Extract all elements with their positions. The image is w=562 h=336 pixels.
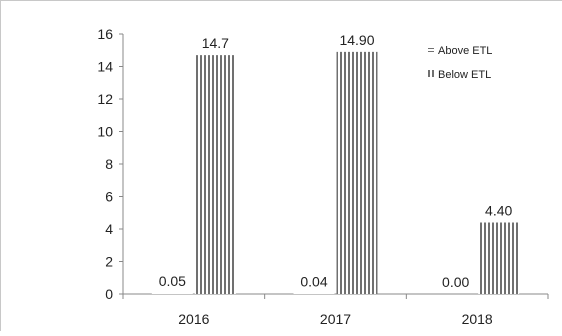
y-tick-label: 14 <box>97 59 113 75</box>
legend-label: Below ETL <box>438 69 491 81</box>
legend-label: Above ETL <box>438 45 492 57</box>
y-tick-label: 10 <box>97 124 113 140</box>
data-label: 4.40 <box>485 203 512 219</box>
y-tick-label: 12 <box>97 91 113 107</box>
x-tick-label: 2017 <box>320 311 351 327</box>
x-tick-label: 2018 <box>462 311 493 327</box>
bars <box>151 51 520 294</box>
bar-above-etl <box>293 293 335 294</box>
y-tick-label: 16 <box>97 26 113 42</box>
y-tick-label: 0 <box>105 286 113 302</box>
data-label: 14.90 <box>339 32 374 48</box>
axes: 0 2 4 6 8 10 12 14 16 2016 2017 2018 <box>97 26 549 327</box>
y-tick-label: 6 <box>105 189 113 205</box>
bar-above-etl <box>151 293 193 294</box>
bar-below-etl <box>336 51 378 294</box>
data-label: 14.7 <box>202 35 229 51</box>
data-label: 0.04 <box>300 273 327 289</box>
y-tick-label: 8 <box>105 156 113 172</box>
data-labels: 0.05 0.04 0.00 14.7 14.90 4.40 <box>159 32 513 290</box>
data-label: 0.00 <box>442 274 469 290</box>
legend-swatch <box>428 46 434 53</box>
legend: Above ETL Below ETL <box>428 45 492 81</box>
bar-below-etl <box>478 222 520 294</box>
y-tick-label: 4 <box>105 221 113 237</box>
data-label: 0.05 <box>159 273 186 289</box>
legend-swatch <box>428 70 434 77</box>
x-tick-label: 2016 <box>178 311 209 327</box>
y-tick-label: 2 <box>105 254 113 270</box>
bar-below-etl <box>194 55 236 294</box>
